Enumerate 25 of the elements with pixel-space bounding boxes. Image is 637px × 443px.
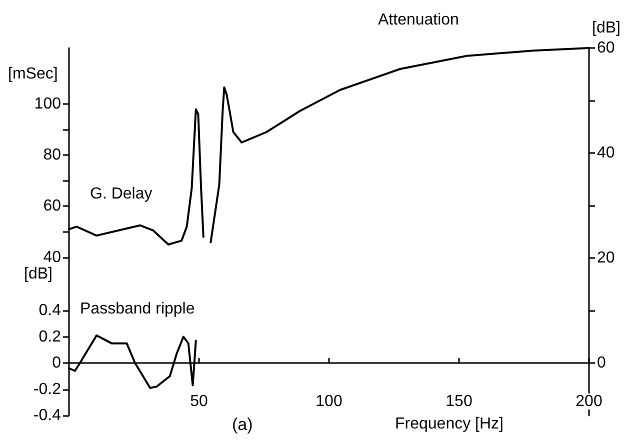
- x-tick-label: 150: [446, 393, 472, 410]
- series-label: Attenuation: [378, 12, 459, 28]
- y3-axis-title: [dB]: [24, 266, 52, 282]
- y-tick-label: 40: [43, 248, 62, 266]
- y2-tick-label: 60: [597, 40, 615, 56]
- x-tick-label: 100: [316, 393, 342, 410]
- y-tick-label: 60: [43, 198, 62, 215]
- y-tick-label: 80: [43, 146, 62, 164]
- series-label: G. Delay: [90, 186, 152, 202]
- y3-tick-label: -0.2: [33, 380, 62, 398]
- y3-tick-label: 0: [52, 354, 62, 372]
- x-axis-title: Frequency [Hz]: [395, 416, 504, 432]
- y3-tick-label: 0.2: [38, 328, 62, 346]
- y2-tick-label: 40: [597, 144, 615, 162]
- y2-axis-title: [dB]: [592, 20, 620, 36]
- x-tick-label: 50: [190, 393, 208, 410]
- y2-tick-label: 20: [597, 250, 615, 266]
- y-tick-label: 100: [34, 96, 62, 113]
- y2-tick-label: 0: [597, 354, 606, 372]
- y3-tick-label: -0.4: [33, 407, 62, 424]
- series-label: Passband ripple: [80, 300, 195, 318]
- y3-tick-label: 0.4: [38, 302, 62, 319]
- x-tick-label: 200: [576, 393, 602, 410]
- annotation: (a): [232, 415, 253, 434]
- y-axis-title: [mSec]: [8, 66, 58, 82]
